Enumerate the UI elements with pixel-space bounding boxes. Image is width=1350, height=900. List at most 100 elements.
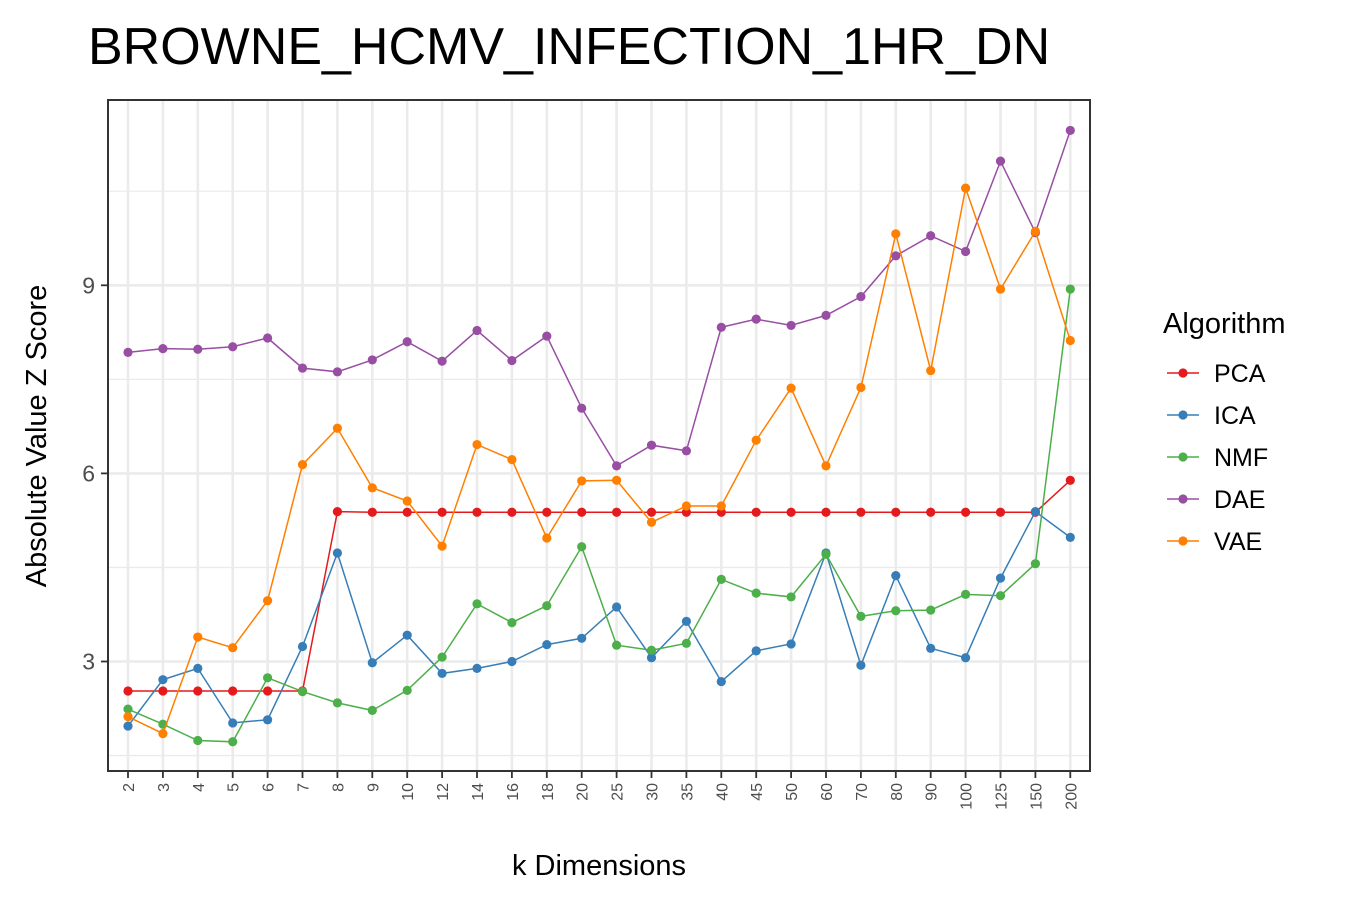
legend-key-point [1178,452,1188,462]
data-point-nmf [751,588,761,598]
x-tick-label: 5 [226,783,243,792]
data-point-dae [263,333,273,343]
data-point-dae [1065,125,1075,136]
legend-item-pca: PCA [1167,360,1266,388]
data-point-dae [646,440,657,450]
data-point-dae [158,344,168,354]
x-tick-label: 7 [296,783,313,792]
legend-key-point [1178,494,1188,504]
data-point-vae [228,643,238,653]
x-tick-label: 125 [994,783,1011,810]
data-point-dae [193,344,203,354]
data-point-ica [367,658,377,668]
data-point-vae [332,423,342,433]
series-line-dae [127,130,1072,467]
x-tick-label: 3 [156,783,173,792]
data-point-pca [856,507,866,517]
data-point-dae [472,325,482,336]
data-point-vae [786,383,796,393]
data-point-pca [577,507,587,517]
series-line-vae [127,185,1072,735]
x-tick-label: 60 [819,783,836,801]
data-point-dae [123,347,133,357]
x-tick-label: 100 [959,783,976,810]
legend-item-ica: ICA [1167,402,1256,430]
data-point-vae [891,229,901,239]
series-nmf [123,284,1075,747]
x-tick-label: 20 [575,783,592,801]
data-point-pca [646,507,657,517]
series-line-nmf [127,289,1072,743]
data-point-pca [926,507,936,517]
data-point-vae [402,496,412,506]
series-line-pca [128,479,1071,692]
y-tick-label: 3 [82,649,95,675]
data-point-nmf [995,591,1006,601]
data-point-ica [716,676,726,687]
data-point-vae [856,382,866,393]
data-point-dae [786,320,796,331]
data-point-pca [542,507,552,517]
data-point-pca [437,507,447,517]
data-point-dae [891,251,901,261]
data-point-ica [297,641,308,652]
data-point-vae [1030,226,1040,236]
data-point-pca [472,507,482,517]
data-point-vae [577,476,587,486]
data-point-pca [158,686,168,696]
legend-label: NMF [1214,444,1268,472]
data-point-ica [472,663,482,673]
data-point-nmf [577,542,587,552]
chart-title: BROWNE_HCMV_INFECTION_1HR_DN [88,18,1050,76]
x-tick-label: 50 [784,783,801,801]
data-point-ica [926,643,936,653]
data-point-dae [926,231,936,241]
data-point-nmf [612,640,622,650]
data-point-ica [891,571,901,581]
data-point-ica [612,602,622,612]
data-point-nmf [332,698,342,708]
data-point-nmf [786,592,796,602]
data-point-nmf [193,735,203,746]
legend-label: VAE [1214,528,1262,556]
data-point-pca [367,507,377,517]
data-point-vae [297,460,308,470]
y-axis-title: Absolute Value Z Score [21,285,53,588]
data-point-pca [402,507,412,517]
data-point-vae [751,435,761,445]
data-point-ica [961,653,971,663]
data-point-nmf [1065,284,1075,294]
data-point-nmf [402,685,412,695]
data-point-dae [751,314,761,324]
data-point-dae [507,355,517,366]
data-point-pca [332,507,342,517]
data-point-pca [891,507,901,517]
data-point-nmf [367,705,377,716]
data-point-pca [1065,475,1075,485]
x-tick-label: 4 [191,783,208,792]
data-point-vae [507,455,517,465]
x-tick-label: 40 [714,783,731,801]
x-tick-label: 14 [470,783,487,801]
data-point-ica [856,660,866,670]
x-tick-label: 35 [679,783,696,801]
data-point-pca [612,507,622,517]
x-tick-label: 30 [645,783,662,801]
x-tick-label: 90 [924,783,941,801]
legend-label: ICA [1214,402,1256,430]
x-tick-label: 200 [1063,783,1080,810]
x-tick-label: 25 [610,783,627,801]
data-point-ica [332,548,342,558]
x-tick-label: 70 [854,783,871,801]
series-vae [123,183,1075,739]
data-point-dae [995,156,1006,166]
data-point-dae [332,367,342,377]
data-point-ica [123,721,133,731]
data-point-nmf [646,645,657,655]
data-point-nmf [716,574,726,584]
data-point-vae [961,183,971,193]
data-point-nmf [1030,559,1040,569]
data-point-nmf [123,704,133,714]
data-point-dae [437,356,447,366]
